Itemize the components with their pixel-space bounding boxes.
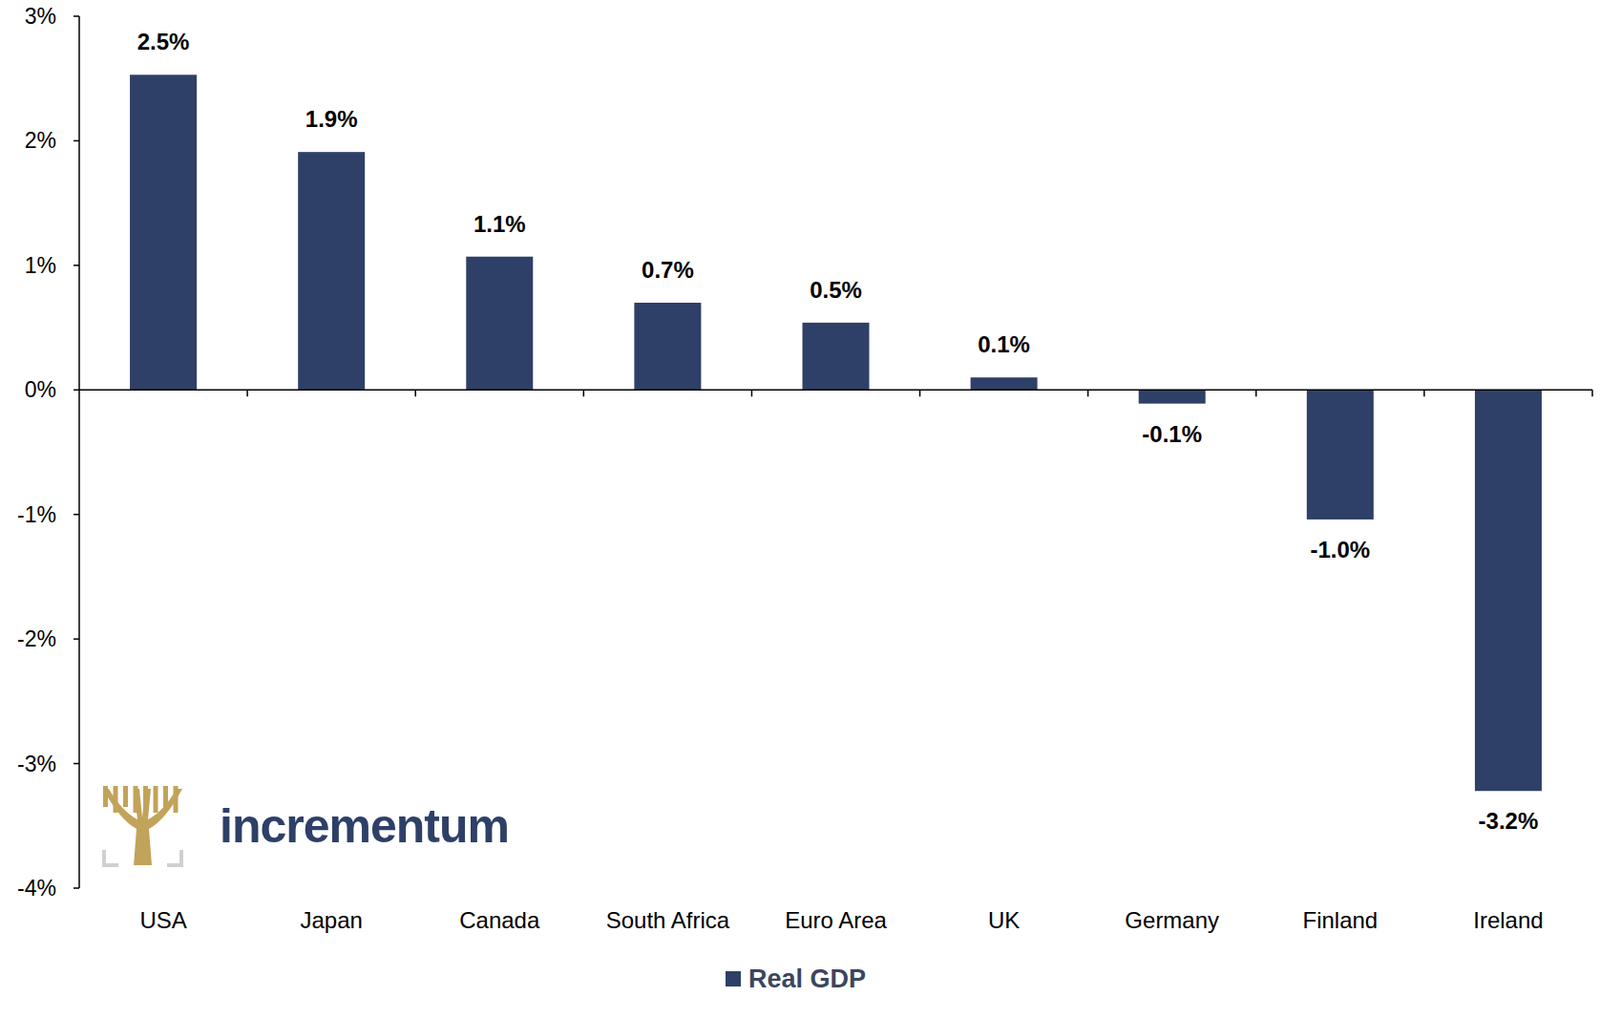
- y-tick: [73, 637, 80, 640]
- y-tick-label: 3%: [24, 3, 57, 29]
- x-tick: [1255, 389, 1258, 397]
- data-label: 1.1%: [473, 210, 527, 237]
- y-tick-label: -3%: [17, 751, 57, 777]
- x-tick-label: Ireland: [1473, 906, 1543, 933]
- x-tick: [583, 389, 586, 397]
- x-tick-label: Canada: [459, 906, 541, 933]
- x-tick: [414, 389, 417, 397]
- legend-label: Real GDP: [748, 964, 866, 993]
- legend-swatch: [725, 970, 741, 987]
- logo-branch: [123, 785, 128, 807]
- y-tick-label: -4%: [17, 875, 57, 901]
- bar: [1474, 389, 1542, 791]
- y-axis: [78, 16, 81, 888]
- bars: [129, 74, 1542, 791]
- x-tick-label: UK: [988, 906, 1020, 933]
- y-tick-label: 0%: [24, 377, 57, 402]
- bar: [129, 74, 197, 390]
- y-tick-label: -2%: [17, 626, 57, 652]
- data-label: 0.1%: [977, 331, 1031, 358]
- logo-branch: [143, 785, 148, 807]
- data-label: 2.5%: [137, 28, 190, 55]
- y-tick: [73, 264, 80, 267]
- x-tick-label: Germany: [1124, 906, 1220, 933]
- bar: [465, 256, 533, 391]
- bar: [633, 302, 701, 390]
- y-tick: [73, 15, 80, 18]
- y-tick: [73, 886, 80, 889]
- logo-text: incrementum: [219, 799, 509, 853]
- data-label: 0.7%: [641, 256, 695, 283]
- y-tick-label: 2%: [24, 127, 57, 153]
- logo-branch: [133, 785, 139, 813]
- bar: [1138, 389, 1206, 403]
- x-tick: [1423, 389, 1426, 397]
- x-axis: [79, 389, 1593, 392]
- x-tick: [1087, 389, 1090, 397]
- y-tick: [73, 513, 80, 516]
- x-tick: [246, 389, 249, 397]
- logo-branch: [153, 785, 159, 813]
- y-tick: [73, 762, 80, 765]
- bar: [1306, 389, 1374, 520]
- x-tick-label: Finland: [1302, 906, 1378, 933]
- data-label: -0.1%: [1141, 421, 1202, 447]
- bar: [297, 151, 365, 390]
- x-tick: [1591, 389, 1594, 397]
- x-tick-label: South Africa: [606, 906, 731, 933]
- legend: Real GDP: [725, 964, 866, 993]
- data-label: -3.2%: [1478, 807, 1539, 834]
- logo-branch: [103, 785, 108, 807]
- chart: incrementum -4% -3% -2% -1% 0% 1% 2% 3% 2.5% 1.9% 1…: [0, 0, 1600, 1018]
- bar: [802, 322, 870, 390]
- data-label: -1.0%: [1309, 536, 1370, 563]
- y-tick: [73, 140, 80, 143]
- y-tick-label: -1%: [17, 502, 57, 527]
- x-tick-label: USA: [139, 906, 187, 933]
- bar: [970, 377, 1038, 390]
- data-label: 1.9%: [305, 105, 358, 132]
- x-tick: [751, 389, 754, 397]
- x-tick-label: Japan: [299, 906, 362, 933]
- logo-branch: [173, 785, 179, 813]
- x-tick: [919, 389, 922, 397]
- logo: [103, 785, 183, 865]
- y-tick-label: 1%: [24, 252, 57, 278]
- logo-branch: [113, 785, 119, 813]
- y-tick: [73, 389, 80, 392]
- data-label: 0.5%: [809, 276, 863, 303]
- logo-branch: [163, 785, 169, 807]
- x-tick-label: Euro Area: [784, 906, 887, 933]
